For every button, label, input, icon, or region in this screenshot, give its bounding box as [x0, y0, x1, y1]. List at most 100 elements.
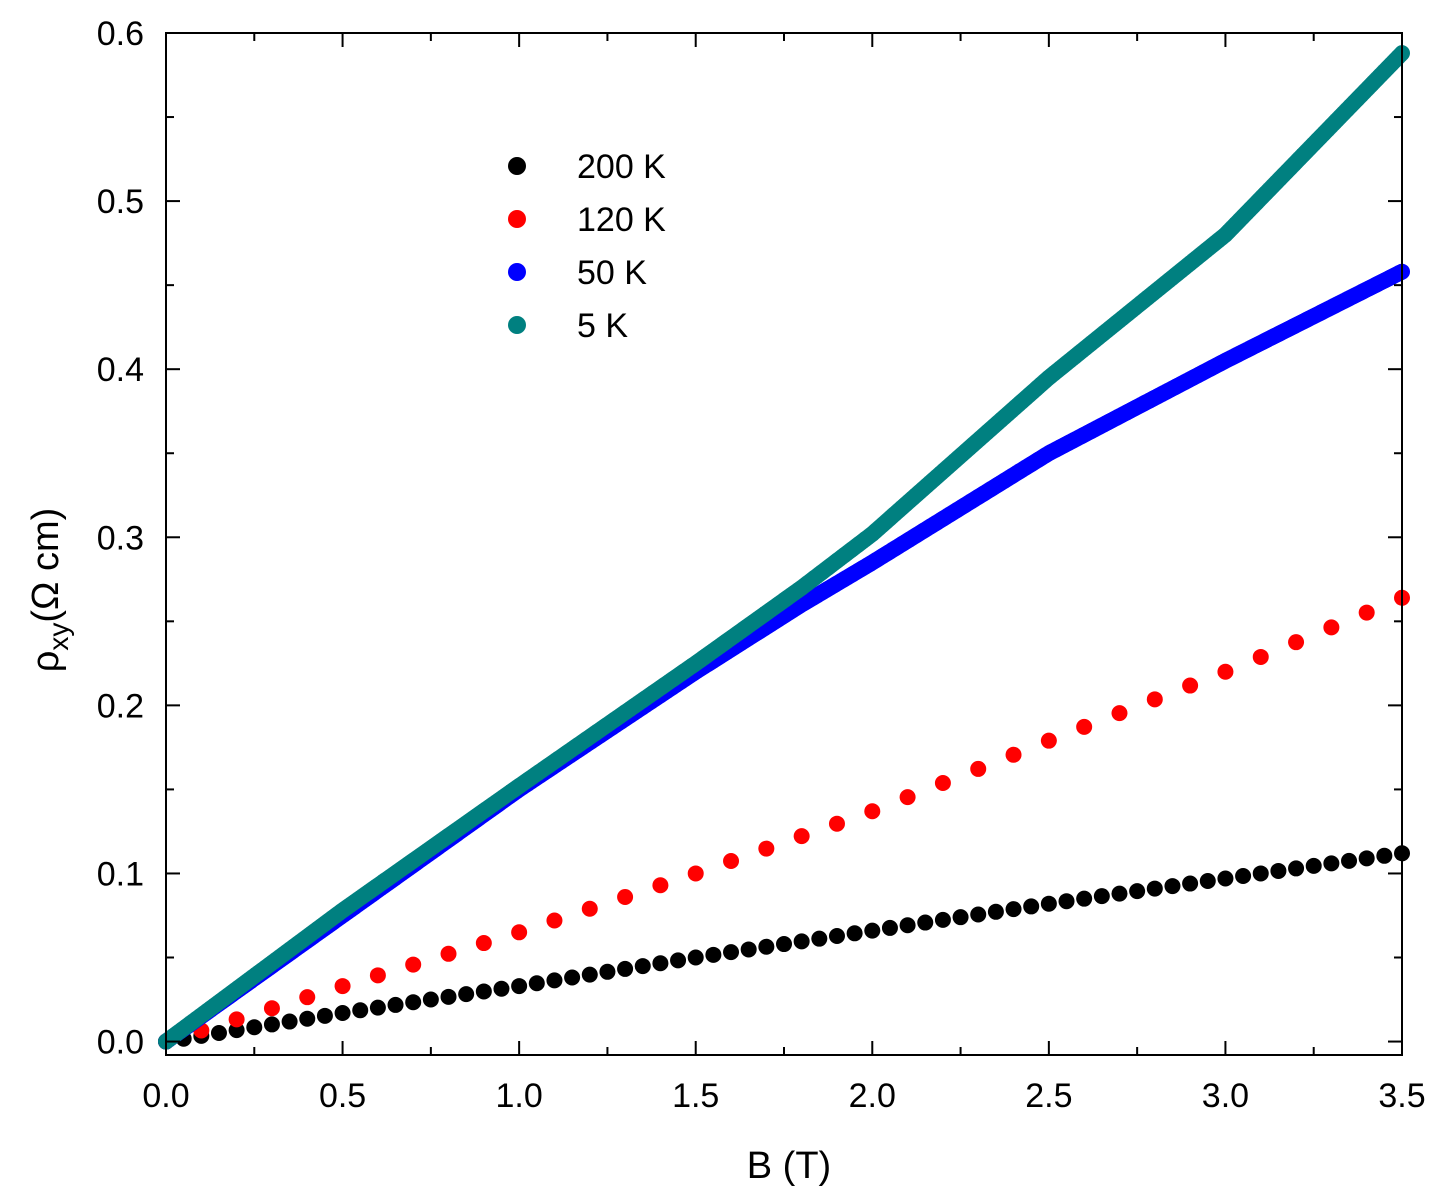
data-point: [687, 865, 704, 882]
data-point: [1005, 746, 1022, 763]
series-5k: [158, 45, 1410, 1050]
data-point: [246, 1019, 263, 1036]
data-point: [263, 1016, 280, 1033]
data-point: [1129, 883, 1146, 900]
y-axis-subscript: xy: [43, 623, 74, 651]
data-point: [670, 952, 687, 969]
data-point: [405, 994, 422, 1011]
legend-label: 120 K: [577, 201, 666, 239]
x-tick-label: 0.0: [142, 1077, 189, 1115]
legend-item: 200 K: [508, 148, 666, 186]
data-point: [334, 978, 351, 995]
data-point: [334, 1004, 351, 1021]
y-tick-label: 0.5: [97, 183, 144, 221]
data-point: [793, 828, 810, 845]
series-200k: [158, 845, 1410, 1050]
data-point: [440, 988, 457, 1005]
data-point: [687, 949, 704, 966]
data-point: [811, 930, 828, 947]
data-point: [1182, 875, 1199, 892]
data-point: [652, 955, 669, 972]
data-point: [1217, 870, 1234, 887]
data-point: [1058, 893, 1075, 910]
legend-marker: [508, 157, 526, 175]
data-series-layer: [158, 45, 1410, 1050]
data-point: [316, 1007, 333, 1024]
data-point: [899, 789, 916, 806]
y-tick-label: 0.4: [97, 351, 144, 389]
data-point: [758, 840, 775, 857]
data-point: [387, 996, 404, 1013]
data-point: [970, 906, 987, 923]
data-point: [1358, 850, 1375, 867]
data-point: [1252, 648, 1269, 665]
data-point: [652, 877, 669, 894]
x-tick-label: 3.0: [1202, 1077, 1249, 1115]
legend-marker: [508, 263, 526, 281]
data-point: [793, 933, 810, 950]
data-point: [1323, 619, 1340, 636]
svg-text:ρxy(Ω cm): ρxy(Ω cm): [25, 508, 74, 673]
data-point: [1376, 847, 1393, 864]
data-point: [1076, 718, 1093, 735]
data-point: [1358, 604, 1375, 621]
y-tick-label: 0.1: [97, 855, 144, 893]
legend-marker: [508, 316, 526, 334]
data-point: [1111, 885, 1128, 902]
data-point: [422, 991, 439, 1008]
data-point: [475, 983, 492, 1000]
data-point: [369, 967, 386, 984]
x-tick-label: 1.5: [672, 1077, 719, 1115]
data-point: [1288, 634, 1305, 651]
data-point: [546, 912, 563, 929]
data-point: [228, 1011, 245, 1028]
data-point: [564, 969, 581, 986]
series-120k: [158, 589, 1410, 1050]
x-axis-title: B (T): [747, 1145, 831, 1187]
data-point: [934, 775, 951, 792]
data-point: [1040, 895, 1057, 912]
data-point: [1217, 663, 1234, 680]
legend-label: 50 K: [577, 254, 647, 292]
data-point: [1252, 865, 1269, 882]
data-point: [740, 941, 757, 958]
data-point: [617, 888, 634, 905]
legend-label: 5 K: [577, 307, 628, 345]
data-point: [546, 972, 563, 989]
data-point: [1288, 860, 1305, 877]
axis-ticks: [165, 32, 1403, 1055]
data-point: [1023, 898, 1040, 915]
x-tick-label: 0.5: [319, 1077, 366, 1115]
x-tick-label: 1.0: [496, 1077, 543, 1115]
data-point: [617, 960, 634, 977]
data-point: [846, 925, 863, 942]
data-point: [723, 853, 740, 870]
data-point: [1093, 888, 1110, 905]
data-point: [723, 944, 740, 961]
data-point: [405, 956, 422, 973]
data-point: [1164, 878, 1181, 895]
data-point: [1341, 852, 1358, 869]
data-point: [1146, 691, 1163, 708]
y-tick-label: 0.6: [97, 15, 144, 53]
data-point: [1076, 890, 1093, 907]
data-point: [299, 1010, 316, 1027]
data-point: [458, 986, 475, 1003]
data-point: [475, 935, 492, 952]
data-point: [987, 903, 1004, 920]
data-point: [299, 989, 316, 1006]
data-point: [599, 963, 616, 980]
legend-item: 120 K: [508, 201, 666, 239]
data-point: [440, 945, 457, 962]
data-point: [528, 975, 545, 992]
x-tick-label: 3.5: [1378, 1077, 1425, 1115]
axis-labels: 0.0 0.5 1.0 1.5 2.0 2.5 3.0 3.5 0.0 0.1 0.2 0.3 0.4 0…: [97, 15, 1426, 1115]
data-point: [281, 1013, 298, 1030]
data-point: [758, 938, 775, 955]
data-point: [634, 958, 651, 975]
y-tick-label: 0.2: [97, 687, 144, 725]
data-point: [1005, 901, 1022, 918]
data-point: [705, 946, 722, 963]
y-tick-label: 0.3: [97, 519, 144, 557]
